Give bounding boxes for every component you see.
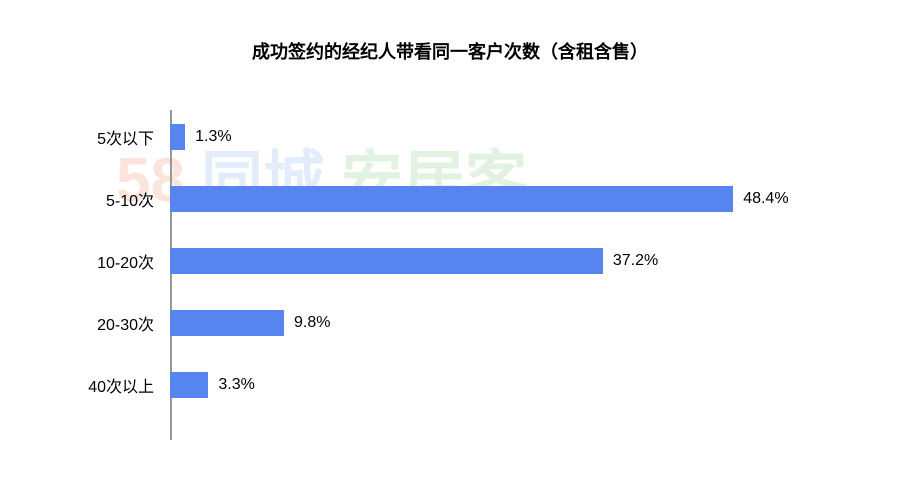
bar-value-label: 3.3%	[218, 376, 254, 394]
category-label: 20-30次	[97, 311, 154, 335]
category-label: 5次以下	[97, 125, 154, 149]
category-label: 5-10次	[106, 187, 154, 211]
bar	[170, 372, 208, 398]
bar-value-label: 1.3%	[195, 128, 231, 146]
category-label: 40次以上	[88, 373, 154, 397]
bar	[170, 248, 603, 274]
chart-container: 58同城安居客 成功签约的经纪人带看同一客户次数（含租含售） 5次以下1.3%5…	[0, 0, 900, 500]
bar-row: 5次以下1.3%	[170, 124, 810, 150]
bar-row: 20-30次9.8%	[170, 310, 810, 336]
bar-row: 40次以上3.3%	[170, 372, 810, 398]
chart-title: 成功签约的经纪人带看同一客户次数（含租含售）	[0, 38, 900, 64]
bar-value-label: 48.4%	[743, 190, 788, 208]
bar-row: 5-10次48.4%	[170, 186, 810, 212]
bar-value-label: 9.8%	[294, 314, 330, 332]
bar-row: 10-20次37.2%	[170, 248, 810, 274]
bar	[170, 186, 733, 212]
category-label: 10-20次	[97, 249, 154, 273]
plot-area: 5次以下1.3% 5-10次48.4% 10-20次37.2% 20-30次9.8% 4…	[170, 110, 810, 440]
bar	[170, 124, 185, 150]
bar-value-label: 37.2%	[613, 252, 658, 270]
bar	[170, 310, 284, 336]
